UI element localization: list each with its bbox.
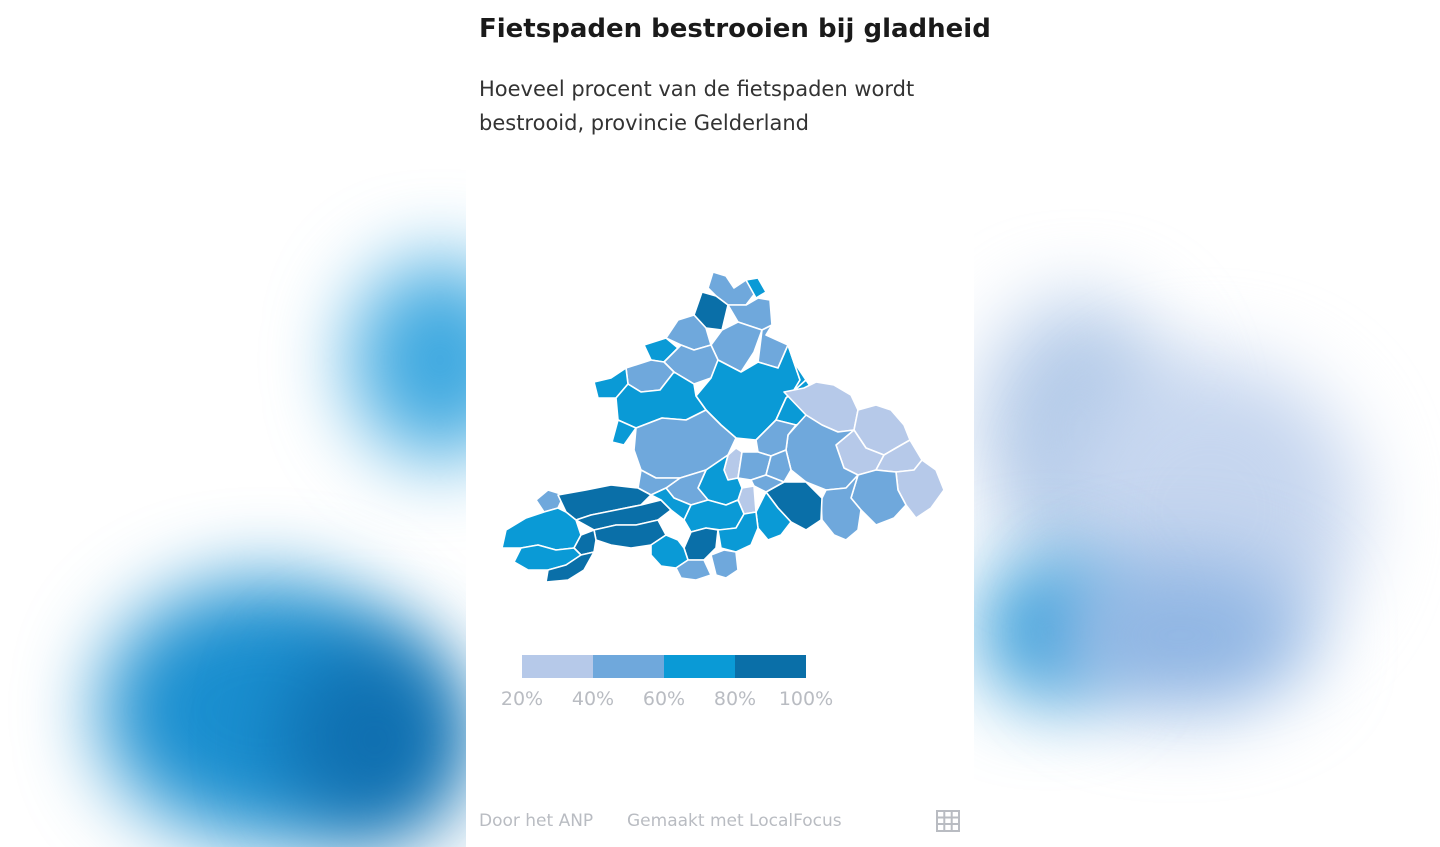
municipality[interactable] — [717, 511, 759, 553]
localfocus-link[interactable]: Gemaakt met LocalFocus — [627, 811, 842, 831]
municipality[interactable] — [750, 474, 785, 493]
page-title: Fietspaden bestrooien bij gladheid — [479, 14, 991, 44]
legend-swatch-20-40 — [522, 655, 593, 678]
municipality[interactable] — [683, 499, 745, 533]
municipality[interactable] — [545, 551, 595, 583]
municipality[interactable] — [710, 549, 739, 579]
municipality[interactable] — [755, 491, 792, 541]
legend-swatch-80-100 — [735, 655, 806, 678]
table-icon[interactable] — [936, 810, 960, 832]
municipality[interactable] — [501, 507, 582, 551]
source-credit: Door het ANP — [479, 811, 594, 831]
municipality[interactable] — [745, 277, 767, 299]
legend-bar — [522, 655, 806, 678]
blur-blob — [280, 640, 470, 840]
municipality[interactable] — [611, 419, 637, 446]
legend-label: 40% — [571, 688, 615, 710]
gelderland-map — [501, 271, 945, 678]
legend-label: 20% — [500, 688, 544, 710]
page-subtitle: Hoeveel procent van de fietspaden wordt … — [479, 77, 915, 135]
legend-label: 60% — [642, 688, 686, 710]
legend-label: 80% — [713, 688, 757, 710]
municipality[interactable] — [675, 559, 712, 581]
legend-label: 100% — [778, 688, 834, 710]
blur-blob — [1050, 560, 1310, 710]
municipality[interactable] — [707, 271, 757, 306]
legend-swatch-40-60 — [593, 655, 664, 678]
municipality[interactable] — [765, 449, 792, 483]
legend-swatch-60-80 — [664, 655, 735, 678]
chart-card: Fietspaden bestrooien bij gladheid Hoeve… — [466, 0, 991, 847]
